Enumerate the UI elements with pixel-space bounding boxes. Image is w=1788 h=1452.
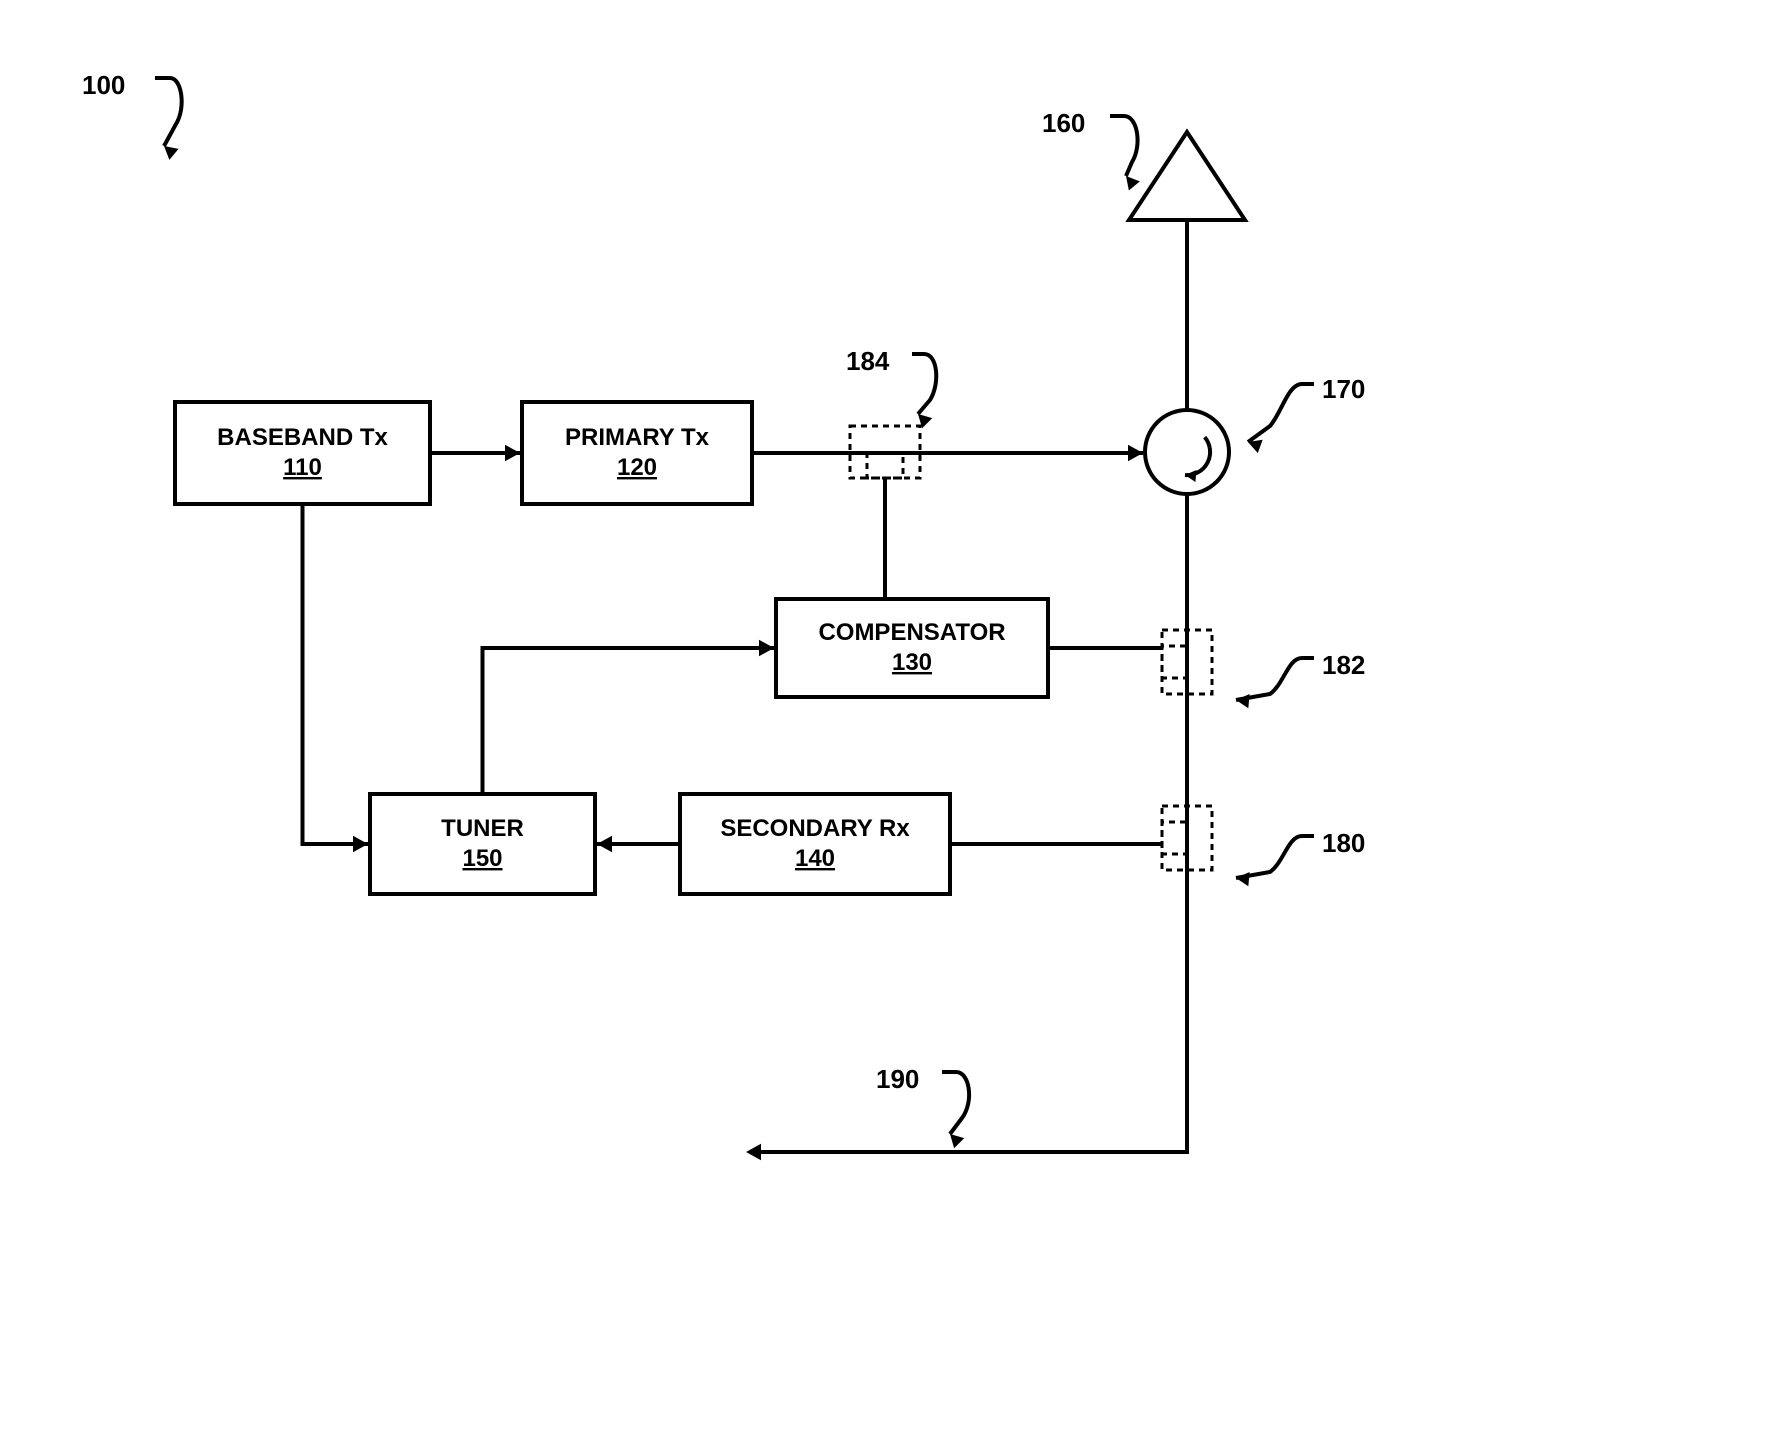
block-tuner: [370, 794, 595, 894]
coupler-c184-inner: [867, 452, 903, 478]
wire-baseband-tuner: [303, 504, 369, 844]
block-baseband-title: BASEBAND Tx: [217, 424, 388, 451]
block-baseband: [175, 402, 430, 504]
ref-r182-leader: [1236, 658, 1314, 700]
ref-r170: 170: [1322, 374, 1365, 404]
ref-r180-leader: [1236, 836, 1314, 878]
ref-r100-leader: [155, 78, 182, 146]
circulator: [1145, 410, 1229, 494]
block-primary-title: PRIMARY Tx: [565, 424, 710, 451]
block-primary-ref: 120: [617, 454, 657, 481]
block-secondary-title: SECONDARY Rx: [720, 815, 910, 842]
ref-r190: 190: [876, 1064, 919, 1094]
ref-r190-leader: [942, 1072, 969, 1134]
ref-r180: 180: [1322, 828, 1365, 858]
block-secondary-ref: 140: [795, 845, 835, 872]
block-compensator-title: COMPENSATOR: [818, 619, 1005, 646]
block-baseband-ref: 110: [283, 454, 322, 481]
ref-r160: 160: [1042, 108, 1085, 138]
ref-r160-leader: [1110, 116, 1138, 176]
block-tuner-title: TUNER: [441, 815, 524, 842]
ref-r184: 184: [846, 346, 890, 376]
ref-r170-leader: [1248, 384, 1314, 442]
block-compensator: [776, 599, 1048, 697]
block-primary: [522, 402, 752, 504]
wire-tuner-compensator: [483, 648, 775, 794]
block-compensator-ref: 130: [892, 649, 932, 676]
coupler-c180-inner: [1162, 822, 1186, 854]
block-tuner-ref: 150: [462, 845, 502, 872]
ref-r182: 182: [1322, 650, 1365, 680]
block-secondary: [680, 794, 950, 894]
ref-r100: 100: [82, 70, 125, 100]
ref-r184-leader: [912, 354, 936, 414]
antenna-icon: [1129, 132, 1245, 220]
coupler-c182-inner: [1162, 646, 1186, 678]
